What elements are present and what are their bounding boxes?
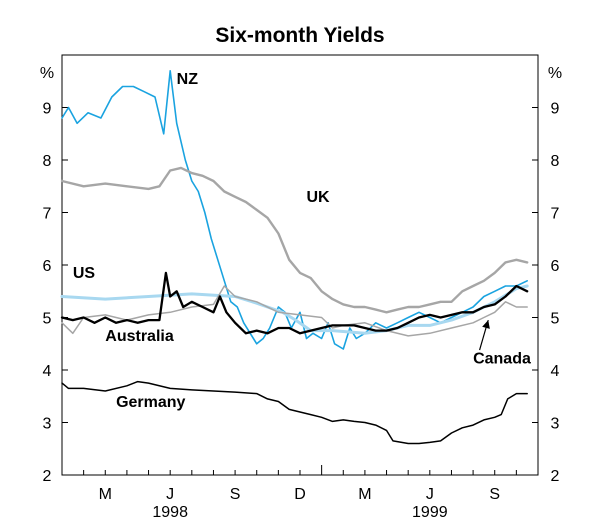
y-tick-label-right: 7 bbox=[551, 206, 560, 223]
y-tick-label-right: 3 bbox=[551, 416, 560, 433]
series-line-australia bbox=[60, 271, 529, 335]
left-unit-label: % bbox=[40, 65, 54, 82]
series-label-canada: Canada bbox=[473, 351, 531, 368]
series-label-uk: UK bbox=[306, 189, 330, 206]
x-tick-label: J bbox=[426, 486, 434, 503]
y-tick-label-left: 9 bbox=[43, 101, 52, 118]
right-unit-label: % bbox=[548, 65, 562, 82]
y-tick-label-right: 4 bbox=[551, 363, 560, 380]
x-axis-ticks: M J S D M J S 1998 1999 bbox=[83, 465, 517, 521]
x-year-label: 1999 bbox=[412, 504, 448, 521]
y-tick-label-right: 9 bbox=[551, 101, 560, 118]
series-line-us bbox=[60, 284, 529, 335]
y-axis-ticks: 2 2 3 3 4 4 5 5 6 6 7 7 8 8 9 9 bbox=[43, 101, 560, 486]
y-tick-label-right: 6 bbox=[551, 258, 560, 275]
canada-arrow-head bbox=[482, 320, 490, 329]
series-label-nz: NZ bbox=[177, 71, 199, 88]
x-tick-label: D bbox=[294, 486, 306, 503]
series-label-australia: Australia bbox=[105, 328, 174, 345]
y-tick-label-right: 5 bbox=[551, 311, 560, 328]
series-labels: NZ UK US Canada Australia Germany bbox=[73, 71, 531, 411]
x-year-label: 1998 bbox=[152, 504, 188, 521]
x-tick-label: M bbox=[99, 486, 112, 503]
series-label-us: US bbox=[73, 265, 96, 282]
series-line-nz bbox=[61, 70, 529, 350]
y-tick-label-right: 2 bbox=[551, 468, 560, 485]
annotations bbox=[479, 319, 490, 351]
y-tick-label-left: 3 bbox=[43, 416, 52, 433]
y-tick-label-left: 2 bbox=[43, 468, 52, 485]
series-line-germany bbox=[61, 380, 528, 445]
x-tick-label: S bbox=[230, 486, 241, 503]
x-tick-label: J bbox=[166, 486, 174, 503]
chart-title: Six-month Yields bbox=[215, 24, 384, 47]
x-tick-label: M bbox=[358, 486, 371, 503]
y-tick-label-left: 5 bbox=[43, 311, 52, 328]
series-line-uk bbox=[60, 166, 529, 314]
series-line-canada bbox=[61, 285, 528, 337]
y-tick-label-left: 8 bbox=[43, 153, 52, 170]
series-lines bbox=[60, 70, 529, 445]
y-tick-label-left: 6 bbox=[43, 258, 52, 275]
x-tick-label: S bbox=[489, 486, 500, 503]
y-tick-label-right: 8 bbox=[551, 153, 560, 170]
series-label-germany: Germany bbox=[116, 394, 185, 411]
y-tick-label-left: 7 bbox=[43, 206, 52, 223]
y-tick-label-left: 4 bbox=[43, 363, 52, 380]
